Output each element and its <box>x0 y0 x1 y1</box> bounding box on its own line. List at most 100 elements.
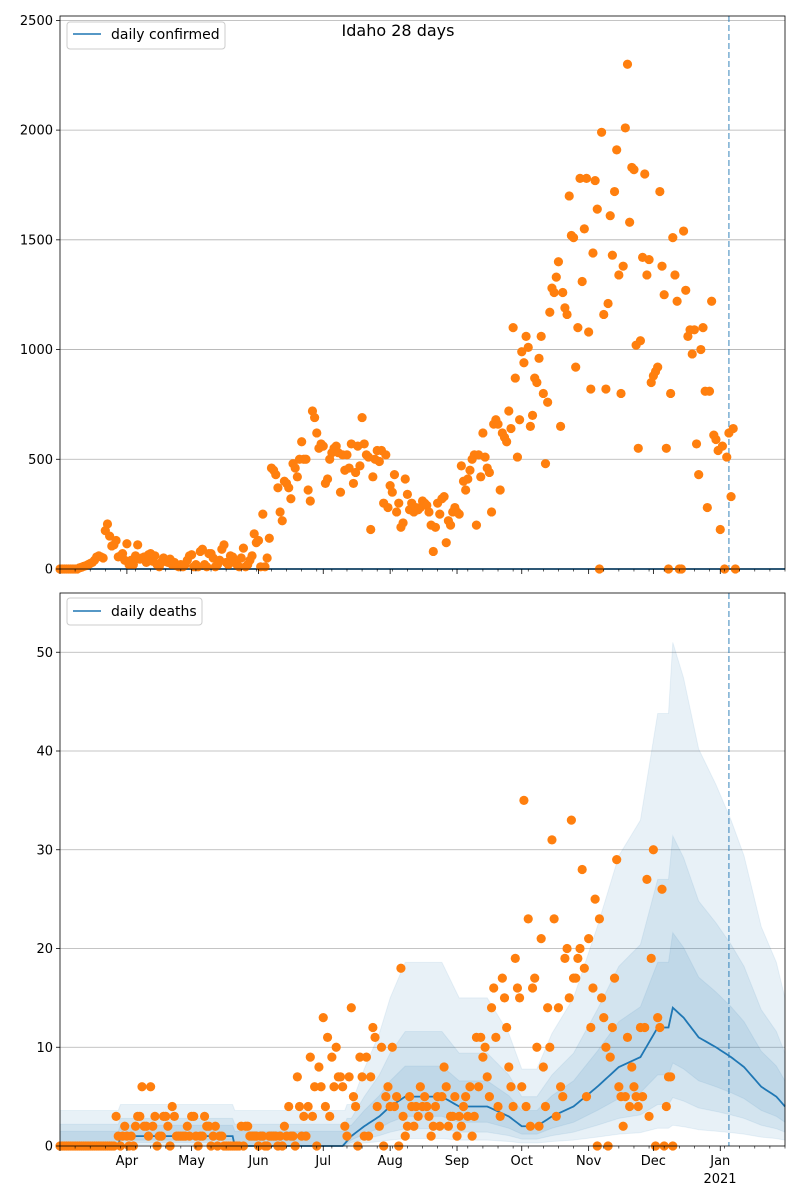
data-point <box>363 1131 374 1141</box>
data-point <box>633 1101 643 1112</box>
data-point <box>625 1101 635 1112</box>
data-point <box>299 1111 309 1121</box>
data-point <box>694 470 704 480</box>
data-point <box>366 524 376 535</box>
data-point <box>394 498 404 508</box>
data-point <box>484 467 494 478</box>
data-point <box>98 553 108 563</box>
data-point <box>646 953 656 963</box>
data-point <box>562 309 572 320</box>
data-point <box>415 1082 425 1092</box>
data-point <box>637 1092 648 1102</box>
x-tick-label: Nov <box>576 1154 602 1169</box>
data-point <box>338 1082 348 1092</box>
data-point <box>661 443 671 453</box>
data-point <box>383 1082 393 1092</box>
data-point <box>400 1131 410 1141</box>
data-point <box>404 1092 415 1102</box>
data-point <box>450 1092 460 1102</box>
data-point <box>288 1131 298 1141</box>
data-point <box>622 1032 633 1042</box>
data-point <box>197 1131 208 1141</box>
data-point <box>312 428 322 438</box>
data-point <box>596 993 607 1003</box>
data-point <box>588 248 598 258</box>
data-point <box>616 388 626 399</box>
data-point <box>514 415 525 425</box>
data-point <box>439 1062 449 1072</box>
data-point <box>648 845 658 855</box>
data-point <box>443 1121 453 1131</box>
data-point <box>502 1022 512 1033</box>
deaths-points <box>55 795 678 1151</box>
data-point <box>284 483 294 493</box>
data-point <box>150 1111 160 1121</box>
data-point <box>122 539 132 549</box>
data-point <box>372 1101 382 1112</box>
data-point <box>622 59 633 69</box>
data-point <box>381 450 391 460</box>
data-point <box>581 173 592 183</box>
legend-box <box>66 21 226 50</box>
data-point <box>344 1072 354 1082</box>
legend-box <box>66 597 203 626</box>
data-point <box>102 519 113 529</box>
data-point <box>698 323 708 333</box>
data-point <box>133 540 143 550</box>
data-point <box>562 943 572 954</box>
data-point <box>361 1052 371 1062</box>
data-point <box>555 421 566 431</box>
legend-label: daily confirmed <box>111 27 220 43</box>
data-point <box>217 1131 227 1141</box>
y-tick-label: 40 <box>36 745 53 760</box>
data-point <box>366 1072 376 1082</box>
data-point <box>672 296 682 306</box>
data-point <box>402 489 412 499</box>
data-point <box>146 1082 156 1092</box>
data-point <box>579 224 589 234</box>
data-point <box>420 1092 430 1102</box>
data-point <box>310 1082 320 1092</box>
data-point <box>517 347 527 357</box>
data-point <box>571 362 581 372</box>
x-axis-ticks <box>59 569 786 574</box>
data-point <box>277 516 287 526</box>
data-point <box>441 538 451 548</box>
data-point <box>525 421 535 431</box>
data-point <box>612 855 622 865</box>
data-point <box>478 428 488 438</box>
data-point <box>599 309 609 320</box>
data-point <box>428 1121 438 1131</box>
data-point <box>357 1072 367 1082</box>
data-point <box>495 485 505 495</box>
data-point <box>495 1111 505 1121</box>
data-point <box>568 233 579 243</box>
data-point <box>402 1121 412 1131</box>
data-point <box>340 1121 350 1131</box>
data-point <box>130 1121 141 1131</box>
y-tick-label: 30 <box>36 843 53 858</box>
y-axis-ticks: 0 10 20 30 40 50 <box>36 646 60 1155</box>
data-point <box>413 1111 423 1121</box>
data-point <box>400 474 410 484</box>
data-point <box>486 507 497 517</box>
data-point <box>320 1101 331 1112</box>
confirmed-points <box>55 59 740 574</box>
plot-area <box>60 593 785 1146</box>
data-point <box>545 1042 555 1052</box>
data-point <box>553 1003 564 1013</box>
data-point <box>476 472 486 482</box>
data-point <box>355 461 365 471</box>
data-point <box>510 953 520 963</box>
confirmed-chart: 0 500 1000 1500 2000 2500 Idaho 28 days daily… <box>20 14 786 578</box>
data-point <box>409 1121 419 1131</box>
x-tick-label: Sep <box>445 1154 470 1169</box>
data-point <box>422 1101 432 1112</box>
data-point <box>284 1101 294 1112</box>
data-point <box>618 261 628 271</box>
data-point <box>601 384 611 394</box>
data-point <box>553 257 564 267</box>
data-point <box>586 1022 596 1033</box>
data-point <box>644 1111 654 1121</box>
data-point <box>519 358 529 368</box>
